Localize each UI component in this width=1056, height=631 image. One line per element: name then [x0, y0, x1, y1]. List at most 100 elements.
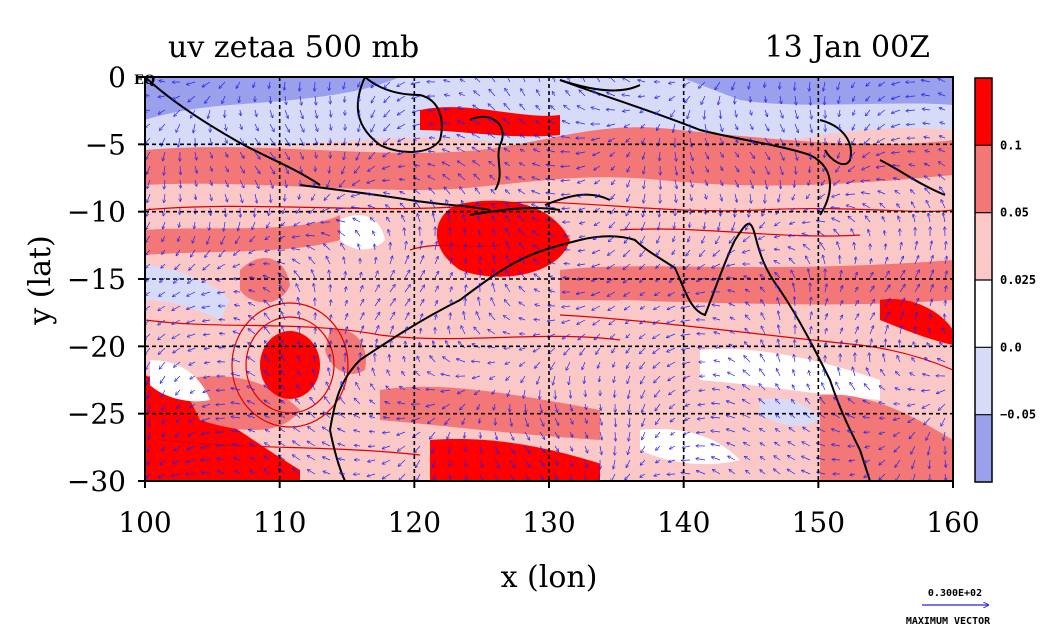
wind-vector — [174, 109, 181, 116]
wind-vector — [175, 445, 181, 451]
wind-vector — [247, 386, 256, 391]
wind-vector — [250, 278, 256, 279]
wind-vector — [592, 137, 601, 140]
wind-vector — [238, 221, 241, 231]
wind-vector — [147, 165, 151, 174]
wind-vector — [458, 161, 466, 167]
wind-vector — [300, 165, 302, 173]
wind-vector — [506, 270, 511, 279]
wind-vector — [269, 165, 275, 174]
wind-vector — [536, 121, 541, 125]
colorbar-label: 0.025 — [1000, 273, 1036, 287]
wind-vector — [250, 235, 256, 242]
wind-vector — [384, 137, 391, 144]
wind-vector — [504, 119, 511, 125]
wind-vector — [234, 318, 241, 320]
wind-vector — [488, 147, 496, 153]
wind-vector — [458, 389, 466, 394]
wind-vector — [434, 257, 438, 265]
wind-vector — [465, 285, 466, 293]
wind-vector — [465, 272, 466, 279]
wind-vector — [216, 418, 226, 419]
wind-vector — [353, 179, 361, 185]
wind-vector — [607, 263, 616, 269]
wind-vector — [254, 193, 257, 203]
wind-vector — [493, 269, 495, 279]
wind-vector — [576, 122, 586, 124]
wind-vector — [554, 445, 559, 451]
wind-vector — [519, 302, 526, 307]
wind-vector — [145, 235, 151, 242]
wind-vector — [504, 134, 511, 139]
wind-vector — [404, 285, 410, 293]
wind-vector — [173, 347, 181, 353]
wind-vector — [195, 179, 197, 186]
wind-vector — [491, 298, 496, 307]
wind-vector — [191, 249, 196, 257]
colorbar: 0.1 0.05 0.025 0.0 −0.05 — [974, 77, 1036, 483]
wind-vector — [577, 305, 586, 309]
wind-vector — [239, 179, 244, 188]
wind-vector — [549, 291, 556, 292]
wind-vector — [368, 206, 376, 209]
wind-vector — [147, 459, 151, 465]
wind-vector — [405, 242, 406, 251]
wind-vector — [534, 320, 541, 321]
wind-vector — [494, 403, 496, 410]
wind-vector — [235, 471, 241, 475]
max-vector-legend: 0.300E+02 MAXIMUM VECTOR — [906, 588, 991, 627]
x-tick-label: 150 — [792, 506, 845, 539]
wind-vector — [580, 222, 586, 224]
wind-vector — [402, 372, 406, 377]
wind-vector — [398, 402, 406, 404]
wind-vector — [474, 174, 481, 181]
y-axis: 0 −5 −10 −15 −20 −25 −30 — [67, 61, 145, 498]
wind-vector — [493, 229, 495, 237]
wind-vector — [609, 221, 616, 228]
wind-vector — [369, 446, 376, 447]
wind-vector — [472, 134, 481, 139]
wind-vector — [623, 110, 631, 111]
wind-vector — [293, 455, 301, 461]
wind-vector — [444, 187, 451, 195]
wind-vector — [546, 179, 556, 180]
wind-vector — [562, 194, 571, 195]
wind-vector — [269, 207, 271, 215]
wind-vector — [249, 303, 256, 307]
wind-vector — [343, 367, 345, 377]
wind-vector — [570, 473, 572, 481]
wind-vector — [240, 109, 241, 115]
wind-vector — [284, 81, 285, 90]
wind-vector — [519, 203, 526, 209]
wind-vector — [294, 271, 301, 279]
wind-vector — [612, 179, 616, 184]
wind-vector — [176, 249, 181, 256]
wind-vector — [504, 316, 511, 321]
wind-vector — [431, 200, 436, 209]
wind-vector — [265, 327, 271, 335]
wind-vector — [217, 458, 226, 460]
wind-vector — [503, 332, 511, 334]
wind-vector — [159, 109, 166, 114]
wind-vector — [627, 361, 631, 368]
wind-vector — [520, 104, 526, 111]
wind-vector — [506, 190, 511, 195]
wind-vector — [520, 120, 526, 125]
wind-vector — [554, 431, 559, 438]
wind-vector — [489, 162, 496, 167]
wind-vector — [281, 386, 286, 391]
wind-vector — [389, 355, 390, 363]
wind-vector — [205, 348, 211, 349]
wind-vector — [324, 244, 331, 251]
wind-vector — [577, 292, 586, 294]
wind-vector — [579, 90, 586, 97]
wind-vector — [629, 417, 630, 427]
wind-vector — [367, 179, 376, 183]
wind-vector — [450, 287, 452, 293]
wind-vector — [539, 459, 544, 466]
max-vector-value: 0.300E+02 — [928, 588, 982, 599]
wind-vector — [519, 190, 526, 195]
wind-vector — [404, 327, 407, 335]
wind-vector — [505, 285, 511, 293]
wind-vector — [532, 204, 541, 209]
